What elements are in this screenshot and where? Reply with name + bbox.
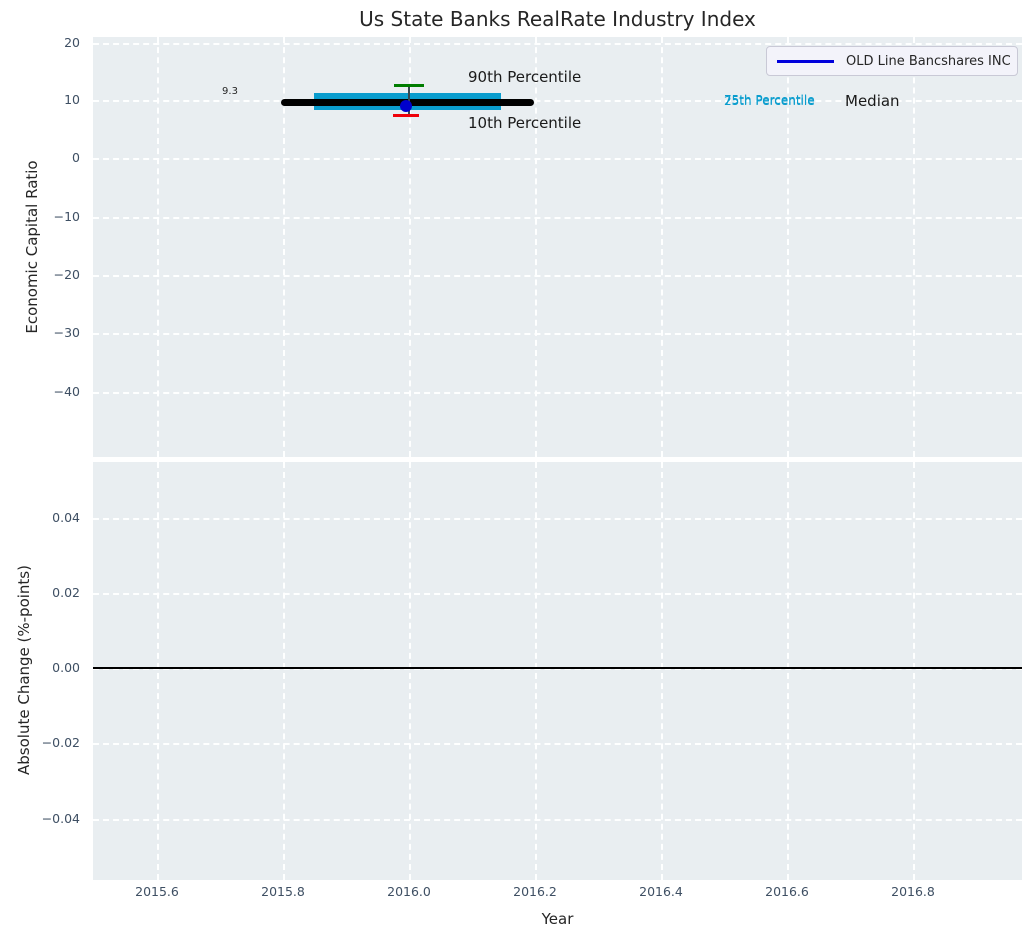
x-tick-label: 2016.6 bbox=[765, 884, 809, 899]
gridline-h bbox=[93, 668, 1022, 670]
gridline-v bbox=[283, 37, 285, 457]
legend-line-sample bbox=[777, 59, 834, 63]
y-tick-label: −10 bbox=[53, 209, 80, 224]
y-tick-label: −20 bbox=[53, 267, 80, 282]
y-tick-label: 20 bbox=[64, 35, 80, 50]
gridline-v bbox=[157, 37, 159, 457]
y-axis-label-bottom: Absolute Change (%-points) bbox=[15, 565, 33, 775]
y-axis-label-top: Economic Capital Ratio bbox=[23, 160, 41, 334]
gridline-h bbox=[93, 100, 1022, 102]
gridline-v bbox=[535, 37, 537, 457]
top-subplot bbox=[93, 37, 1022, 457]
y-tick-label: −0.04 bbox=[41, 811, 80, 826]
gridline-h bbox=[93, 217, 1022, 219]
x-axis-label: Year bbox=[541, 910, 574, 928]
p90-whisker-cap bbox=[394, 84, 424, 87]
y-tick-label: 0 bbox=[72, 150, 80, 165]
gridline-h bbox=[93, 43, 1022, 45]
gridline-h bbox=[93, 333, 1022, 335]
y-tick-label: 0.00 bbox=[52, 660, 80, 675]
gridline-v bbox=[661, 37, 663, 457]
y-tick-label: 0.02 bbox=[52, 585, 80, 600]
y-tick-label: −40 bbox=[53, 384, 80, 399]
legend-label: OLD Line Bancshares INC bbox=[846, 53, 1011, 69]
y-tick-label: 0.04 bbox=[52, 510, 80, 525]
annotation-median-value: 9.3 bbox=[222, 86, 238, 97]
x-tick-label: 2015.6 bbox=[135, 884, 179, 899]
bottom-subplot bbox=[93, 462, 1022, 880]
company-marker bbox=[400, 100, 412, 112]
gridline-v bbox=[409, 462, 411, 880]
gridline-h bbox=[93, 819, 1022, 821]
x-tick-label: 2016.8 bbox=[891, 884, 935, 899]
y-tick-label: −0.02 bbox=[41, 735, 80, 750]
x-tick-label: 2015.8 bbox=[261, 884, 305, 899]
gridline-v bbox=[913, 37, 915, 457]
gridline-v bbox=[409, 37, 411, 457]
gridline-v bbox=[661, 462, 663, 880]
gridline-h bbox=[93, 275, 1022, 277]
annotation-90th-percentile: 90th Percentile bbox=[468, 68, 582, 86]
x-tick-label: 2016.4 bbox=[639, 884, 683, 899]
p10-whisker-cap bbox=[393, 114, 419, 117]
annotation-25th-percentile: 25th Percentile bbox=[724, 94, 815, 108]
gridline-h bbox=[93, 392, 1022, 394]
gridline-v bbox=[535, 462, 537, 880]
chart-title: Us State Banks RealRate Industry Index bbox=[359, 7, 756, 31]
gridline-v bbox=[787, 462, 789, 880]
gridline-v bbox=[787, 37, 789, 457]
gridline-h bbox=[93, 593, 1022, 595]
annotation-median: Median bbox=[845, 92, 900, 110]
annotation-10th-percentile: 10th Percentile bbox=[468, 114, 582, 132]
annotation-75th-percentile: 75th Percentile bbox=[724, 93, 815, 107]
y-tick-label: −30 bbox=[53, 325, 80, 340]
x-tick-label: 2016.0 bbox=[387, 884, 431, 899]
legend: OLD Line Bancshares INC bbox=[766, 46, 1018, 76]
gridline-v bbox=[283, 462, 285, 880]
gridline-h bbox=[93, 743, 1022, 745]
x-tick-label: 2016.2 bbox=[513, 884, 557, 899]
y-tick-label: 10 bbox=[64, 92, 80, 107]
gridline-v bbox=[913, 462, 915, 880]
zero-line bbox=[93, 667, 1022, 669]
gridline-h bbox=[93, 518, 1022, 520]
gridline-h bbox=[93, 158, 1022, 160]
gridline-v bbox=[157, 462, 159, 880]
